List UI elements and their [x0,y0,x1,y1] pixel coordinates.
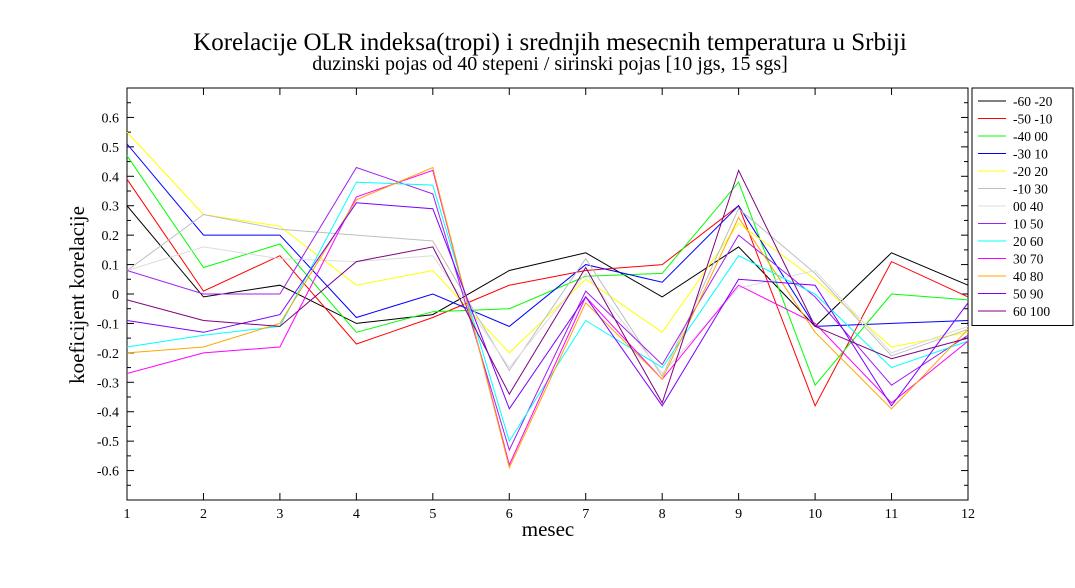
legend-label: 40 80 [1013,269,1044,284]
chart-title: Korelacije OLR indeksa(tropi) i srednjih… [193,29,907,56]
x-tick-label: 8 [659,507,666,522]
series-line [126,181,969,443]
x-tick-label: 3 [276,507,283,522]
series-line [126,131,969,354]
legend-box [971,87,1074,326]
y-axis-label: koeficijent korelacije [65,206,89,384]
x-tick-label: 5 [429,507,436,522]
x-tick-label: 12 [961,507,975,522]
plot-area: 1 2 3 4 5 6 7 8 9 10 11 12-0.6-0.5-0.4-0.3-0.2-0.10… [97,87,975,522]
series-line [126,166,969,452]
x-tick-label: 7 [582,507,589,522]
legend-label: 50 90 [1013,287,1044,302]
x-tick-label: 2 [200,507,207,522]
legend-label: 20 60 [1013,234,1044,249]
y-tick-label: -0.4 [97,406,119,421]
legend-label: -60 -20 [1013,94,1053,109]
legend-label: 60 100 [1013,304,1050,319]
y-tick-label: 0.1 [102,259,120,274]
x-tick-label: 10 [808,507,822,522]
series-line [126,178,969,408]
y-tick-label: -0.6 [97,465,119,480]
series-line [126,143,969,327]
y-tick-label: 0.5 [102,141,120,156]
chart-subtitle: duzinski pojas od 40 stepeni / sirinski … [312,53,788,75]
legend-label: -40 00 [1013,129,1048,144]
y-tick-label: -0.2 [97,347,119,362]
series-line [126,202,969,410]
y-tick-label: 0.3 [102,200,120,215]
x-tick-label: 1 [124,507,131,522]
series-line [126,207,969,378]
series-line [126,166,969,470]
series-line [126,169,969,467]
y-tick-label: -0.5 [97,435,119,450]
y-tick-label: 0 [112,288,119,303]
legend-label: -10 30 [1013,182,1048,197]
y-tick-label: -0.1 [97,317,119,332]
series-line [126,155,969,387]
legend: -60 -20 -50 -10 -40 00 -30 10 -20 20 -10 30 00… [971,87,1074,326]
y-tick-label: 0.2 [102,229,120,244]
x-tick-label: 6 [506,507,513,522]
x-tick-label: 9 [735,507,742,522]
y-tick-label: -0.3 [97,376,119,391]
legend-label: 00 40 [1013,199,1044,214]
x-axis-label: mesec [522,517,574,541]
legend-label: -20 20 [1013,164,1048,179]
legend-label: -30 10 [1013,147,1048,162]
legend-label: 10 50 [1013,217,1044,232]
legend-label: -50 -10 [1013,112,1053,127]
x-tick-label: 11 [885,507,898,522]
x-tick-label: 4 [353,507,360,522]
legend-label: 30 70 [1013,252,1044,267]
series-line [126,246,969,375]
y-tick-label: 0.4 [102,170,120,185]
series-line [126,169,969,405]
series-line [126,205,969,328]
y-tick-label: 0.6 [102,111,120,126]
